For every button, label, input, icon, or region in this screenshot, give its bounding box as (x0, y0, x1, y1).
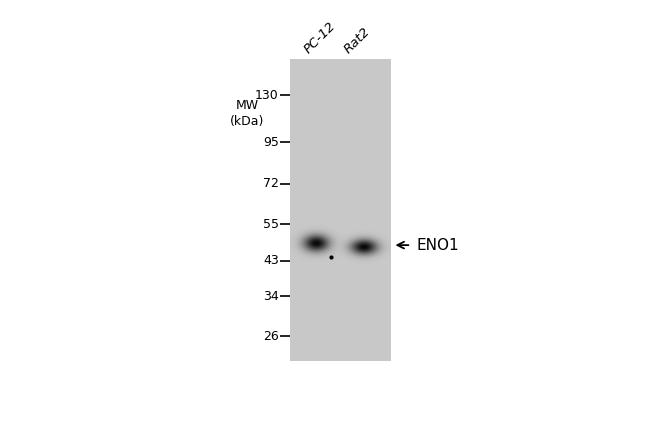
Text: Rat2: Rat2 (341, 25, 372, 57)
Text: 95: 95 (263, 135, 279, 149)
Text: 55: 55 (263, 217, 279, 230)
Text: ENO1: ENO1 (416, 238, 459, 253)
Text: 26: 26 (263, 330, 279, 343)
Text: 130: 130 (255, 89, 279, 102)
Text: MW
(kDa): MW (kDa) (230, 99, 265, 128)
Text: PC-12: PC-12 (301, 20, 338, 57)
Text: 72: 72 (263, 177, 279, 190)
Bar (291, 60, 391, 361)
Text: 43: 43 (263, 254, 279, 268)
Text: 34: 34 (263, 289, 279, 303)
